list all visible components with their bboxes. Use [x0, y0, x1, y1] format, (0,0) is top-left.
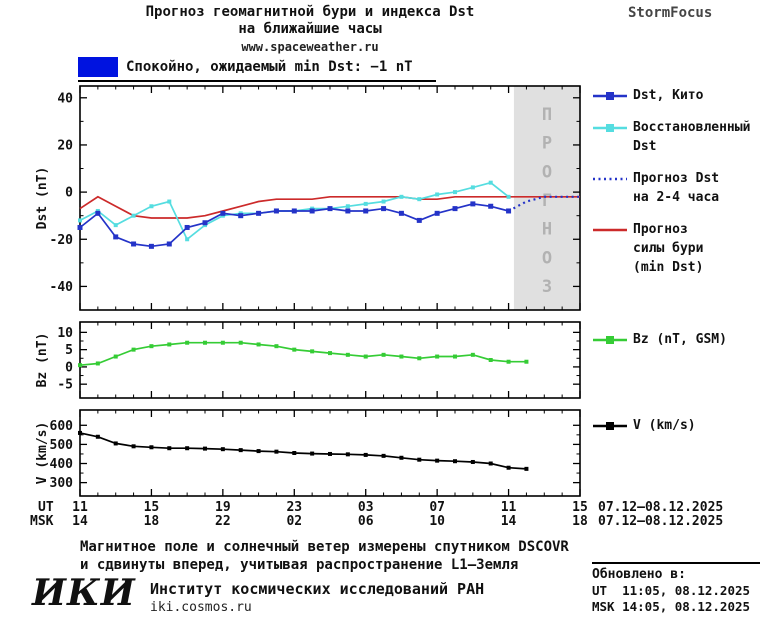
measurement-footnote: Магнитное поле и солнечный ветер измерен…: [80, 538, 569, 574]
title-line2: на ближайшие часы: [238, 21, 382, 37]
svg-text:0: 0: [65, 186, 73, 201]
v-legend: V (km/s): [592, 416, 760, 448]
msk-axis-row: MSK 07.12—08.12.2025 14 18 22 02 06 10 14 18: [0, 514, 760, 529]
x-tick-label-ut: 03: [357, 500, 374, 515]
legend-item: Dst, Кито: [592, 86, 760, 105]
footnote-line2: и сдвинуты вперед, учитывая распростране…: [80, 557, 519, 573]
updated-msk: MSK 14:05, 08.12.2025: [592, 599, 751, 614]
series-v: [79, 432, 527, 470]
x-tick-label-ut: 07: [429, 500, 445, 515]
y-axis-label: V (km/s): [35, 422, 50, 485]
x-tick-label-ut: 11: [500, 500, 517, 515]
svg-text:20: 20: [57, 138, 73, 153]
x-tick-label-ut: 11: [72, 500, 88, 515]
svg-text:Н: Н: [542, 220, 552, 240]
y-axis-label: Dst (nT): [35, 167, 50, 230]
status-banner: Спокойно, ожидаемый min Dst: −1 nT: [78, 54, 436, 82]
institute-name: Институт космических исследований РАН: [150, 580, 485, 598]
status-color-swatch: [78, 57, 118, 77]
legend-item: V (km/s): [592, 416, 760, 435]
x-tick-label-msk: 14: [72, 514, 88, 529]
legend-item: Прогноз Dst на 2-4 часа: [592, 169, 760, 207]
dotted-line-icon: [593, 177, 627, 181]
iki-logo: ИКИ: [32, 572, 136, 614]
svg-text:10: 10: [57, 326, 73, 341]
footnote-line1: Магнитное поле и солнечный ветер измерен…: [80, 539, 569, 555]
msk-axis-label: MSK: [30, 514, 54, 529]
x-tick-label-ut: 15: [572, 500, 588, 515]
svg-text:400: 400: [50, 457, 74, 472]
spaceweather-link[interactable]: www.spaceweather.ru: [241, 40, 379, 54]
svg-text:Г: Г: [542, 191, 552, 211]
series-storm_forecast: [79, 195, 580, 219]
x-tick-label-ut: 15: [143, 500, 160, 515]
svg-text:З: З: [542, 277, 552, 297]
x-tick-label-msk: 18: [572, 514, 588, 529]
y-axis-label: Bz (nT): [35, 333, 50, 388]
forecast-region: [513, 86, 580, 310]
line-marker-icon: [593, 422, 627, 430]
svg-text:О: О: [542, 248, 552, 268]
svg-text:0: 0: [65, 360, 73, 375]
x-tick-label-msk: 06: [357, 514, 374, 529]
x-tick-label-msk: 18: [143, 514, 160, 529]
line-marker-icon: [593, 228, 627, 232]
bz-legend: Bz (nT, GSM): [592, 330, 760, 362]
x-tick-label-msk: 14: [500, 514, 517, 529]
dst-legend: Dst, Кито Восстановленный Dst Прогноз Dst …: [592, 86, 760, 290]
bz-chart: 10 5 0 -5 Bz (nT): [35, 321, 581, 399]
legend-item: Bz (nT, GSM): [592, 330, 760, 349]
x-tick-label-ut: 19: [215, 500, 231, 515]
updated-ut: UT 11:05, 08.12.2025: [592, 583, 751, 598]
legend-label: Прогноз Dst на 2-4 часа: [633, 171, 720, 205]
svg-text:600: 600: [50, 419, 74, 434]
updated-block: Обновлено в: UT 11:05, 08.12.2025 MSK 14…: [592, 562, 760, 615]
svg-text:-40: -40: [50, 280, 74, 295]
svg-text:5: 5: [65, 343, 73, 358]
page-title: Прогноз геомагнитной бури и индекса Dst …: [40, 4, 580, 56]
legend-label: V (km/s): [633, 418, 696, 433]
svg-text:П: П: [542, 105, 552, 125]
line-marker-icon: [593, 92, 627, 100]
series-dst_forecast: [508, 195, 580, 212]
svg-text:40: 40: [57, 91, 73, 106]
x-tick-label-msk: 02: [286, 514, 303, 529]
title-line1: Прогноз геомагнитной бури и индекса Dst: [145, 4, 475, 20]
stormfocus-brand: StormFocus: [628, 5, 713, 21]
ut-axis-label: UT: [38, 500, 54, 515]
svg-text:Р: Р: [542, 134, 552, 154]
legend-item: Восстановленный Dst: [592, 118, 760, 156]
line-marker-icon: [593, 336, 627, 344]
x-tick-label-msk: 22: [215, 514, 231, 529]
status-text: Спокойно, ожидаемый min Dst: −1 nT: [126, 59, 413, 75]
legend-label: Восстановленный Dst: [633, 120, 751, 154]
line-marker-icon: [593, 124, 627, 132]
msk-date-range: 07.12—08.12.2025: [598, 514, 724, 529]
iki-site-link[interactable]: iki.cosmos.ru: [150, 600, 252, 615]
ut-axis-row: UT 07.12—08.12.2025 11 15 19 23 03 07 11 15: [0, 500, 760, 515]
legend-label: Прогноз силы бури (min Dst): [633, 222, 704, 275]
legend-label: Dst, Кито: [633, 88, 704, 103]
x-tick-label-ut: 23: [286, 500, 303, 515]
svg-text:-20: -20: [50, 233, 74, 248]
svg-text:500: 500: [50, 438, 74, 453]
updated-label: Обновлено в:: [592, 567, 686, 582]
svg-text:-5: -5: [57, 378, 73, 393]
x-tick-label-msk: 10: [429, 514, 445, 529]
svg-text:300: 300: [50, 476, 74, 491]
series-bz: [79, 341, 527, 367]
svg-text:О: О: [542, 162, 552, 182]
legend-label: Bz (nT, GSM): [633, 332, 727, 347]
ut-date-range: 07.12—08.12.2025: [598, 500, 724, 515]
legend-item: Прогноз силы бури (min Dst): [592, 220, 760, 277]
